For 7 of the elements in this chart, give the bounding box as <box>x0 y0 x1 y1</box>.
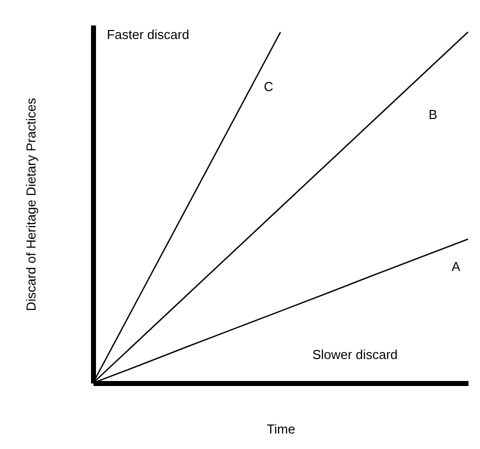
y-axis-title: Discard of Heritage Dietary Practices <box>24 97 38 312</box>
annotation: Slower discard <box>312 347 398 362</box>
annotation: Faster discard <box>106 27 190 42</box>
text: B <box>428 107 438 122</box>
x-axis-title: Time <box>266 422 296 436</box>
series-label: A <box>452 259 461 274</box>
series-label: C <box>264 79 274 94</box>
